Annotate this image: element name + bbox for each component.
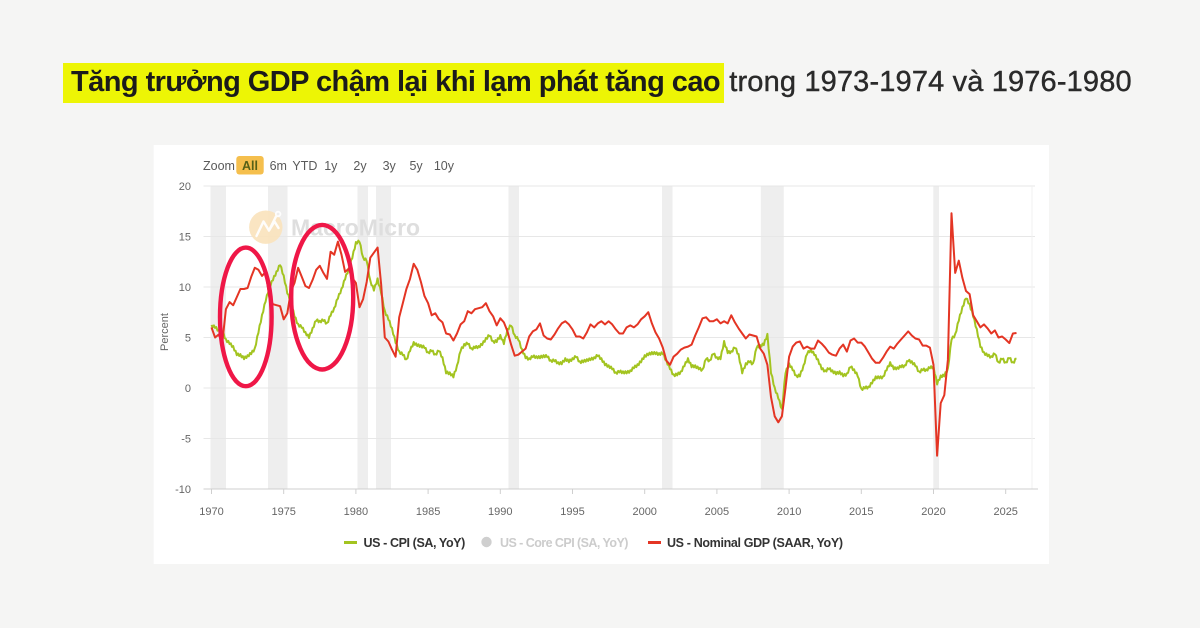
svg-text:-5: -5 — [181, 434, 191, 446]
svg-text:1y: 1y — [324, 159, 338, 173]
svg-text:5: 5 — [185, 333, 191, 345]
svg-text:6m: 6m — [270, 159, 287, 173]
svg-text:All: All — [242, 159, 258, 173]
svg-text:2005: 2005 — [705, 506, 729, 518]
svg-text:1985: 1985 — [416, 506, 440, 518]
svg-text:2015: 2015 — [849, 506, 873, 518]
svg-text:0: 0 — [185, 383, 191, 395]
svg-text:1970: 1970 — [199, 506, 223, 518]
svg-text:2020: 2020 — [921, 506, 945, 518]
svg-text:10y: 10y — [434, 159, 455, 173]
svg-text:US - Core CPI (SA, YoY): US - Core CPI (SA, YoY) — [500, 536, 628, 550]
svg-text:US - CPI (SA, YoY): US - CPI (SA, YoY) — [364, 536, 466, 550]
svg-text:1995: 1995 — [560, 506, 584, 518]
svg-text:Percent: Percent — [159, 313, 171, 351]
svg-text:10: 10 — [179, 282, 191, 294]
svg-text:1975: 1975 — [271, 506, 295, 518]
svg-text:US - Nominal GDP (SAAR, YoY): US - Nominal GDP (SAAR, YoY) — [667, 536, 843, 550]
svg-text:-10: -10 — [175, 484, 191, 496]
svg-text:15: 15 — [179, 232, 191, 244]
svg-text:1990: 1990 — [488, 506, 512, 518]
svg-text:3y: 3y — [383, 159, 397, 173]
svg-text:20: 20 — [179, 181, 191, 193]
svg-text:2025: 2025 — [993, 506, 1017, 518]
svg-text:YTD: YTD — [292, 159, 317, 173]
svg-text:1980: 1980 — [344, 506, 368, 518]
svg-text:5y: 5y — [409, 159, 423, 173]
svg-text:2000: 2000 — [632, 506, 656, 518]
svg-text:2y: 2y — [353, 159, 367, 173]
svg-text:2010: 2010 — [777, 506, 801, 518]
svg-text:Zoom: Zoom — [203, 159, 235, 173]
